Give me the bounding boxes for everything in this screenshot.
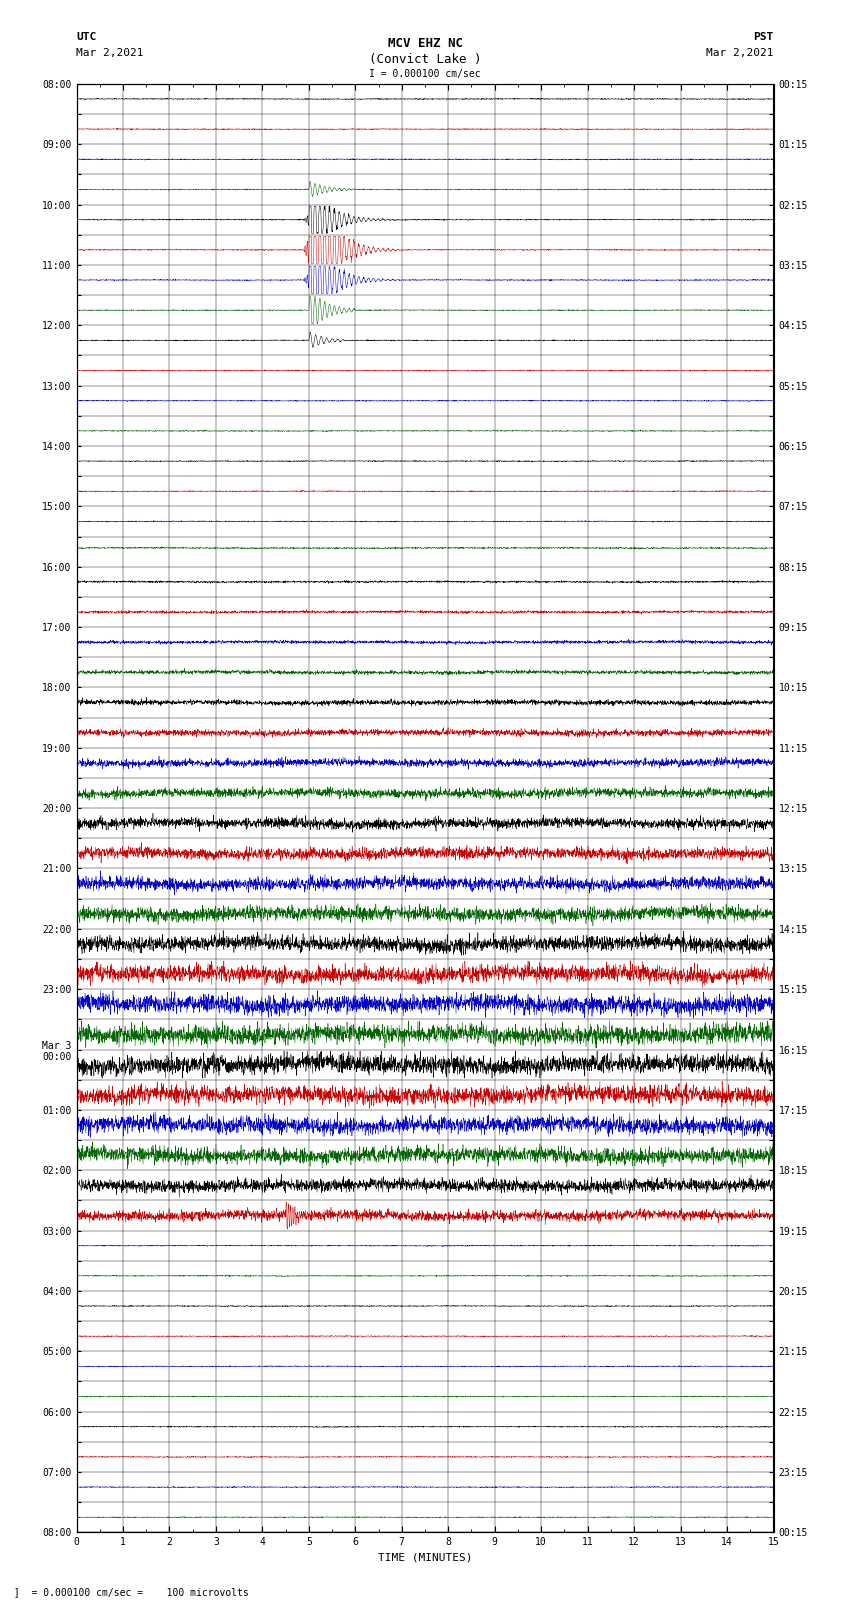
Text: PST: PST xyxy=(753,32,774,42)
Text: UTC: UTC xyxy=(76,32,97,42)
Text: I = 0.000100 cm/sec: I = 0.000100 cm/sec xyxy=(369,69,481,79)
Text: Mar 2,2021: Mar 2,2021 xyxy=(706,48,774,58)
X-axis label: TIME (MINUTES): TIME (MINUTES) xyxy=(377,1553,473,1563)
Text: ]  = 0.000100 cm/sec =    100 microvolts: ] = 0.000100 cm/sec = 100 microvolts xyxy=(8,1587,249,1597)
Text: MCV EHZ NC: MCV EHZ NC xyxy=(388,37,462,50)
Text: Mar 2,2021: Mar 2,2021 xyxy=(76,48,144,58)
Text: (Convict Lake ): (Convict Lake ) xyxy=(369,53,481,66)
